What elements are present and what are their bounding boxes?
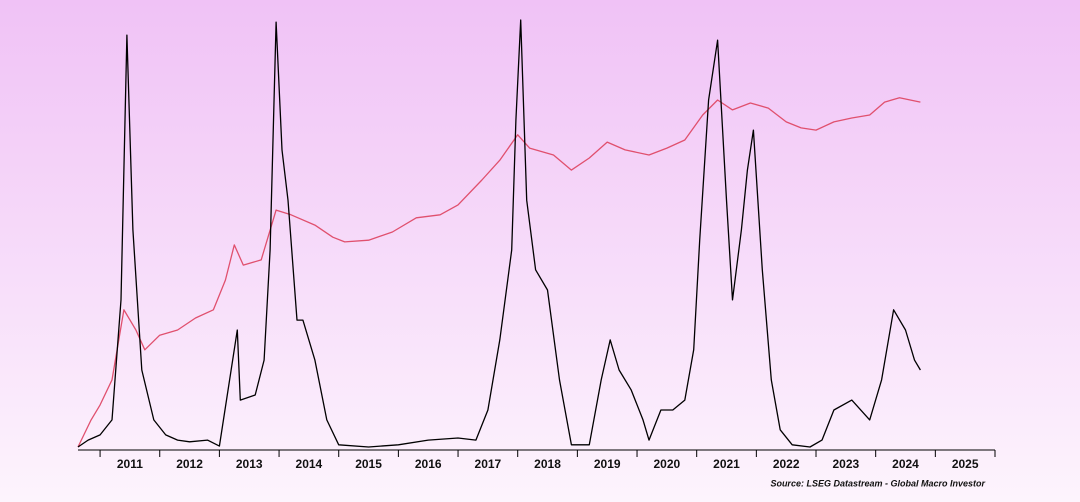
line-series — [77, 19, 921, 448]
x-tick-label: 2013 — [236, 457, 263, 471]
source-note: Source: LSEG Datastream - Global Macro I… — [770, 478, 985, 488]
x-tick-label: 2015 — [355, 457, 382, 471]
x-tick-label: 2016 — [415, 457, 442, 471]
line-series — [77, 97, 921, 448]
x-tick-label: 2017 — [475, 457, 502, 471]
x-tick-label: 2019 — [594, 457, 621, 471]
x-tick-label: 2018 — [534, 457, 561, 471]
x-tick-label: 2024 — [892, 457, 919, 471]
x-tick-label: 2023 — [832, 457, 859, 471]
x-tick-label: 2025 — [952, 457, 979, 471]
x-tick-label: 2011 — [117, 457, 143, 471]
x-tick-label: 2014 — [296, 457, 323, 471]
x-tick-label: 2021 — [713, 457, 740, 471]
x-tick-label: 2022 — [773, 457, 800, 471]
x-tick-label: 2012 — [176, 457, 203, 471]
x-tick-label: 2020 — [654, 457, 681, 471]
